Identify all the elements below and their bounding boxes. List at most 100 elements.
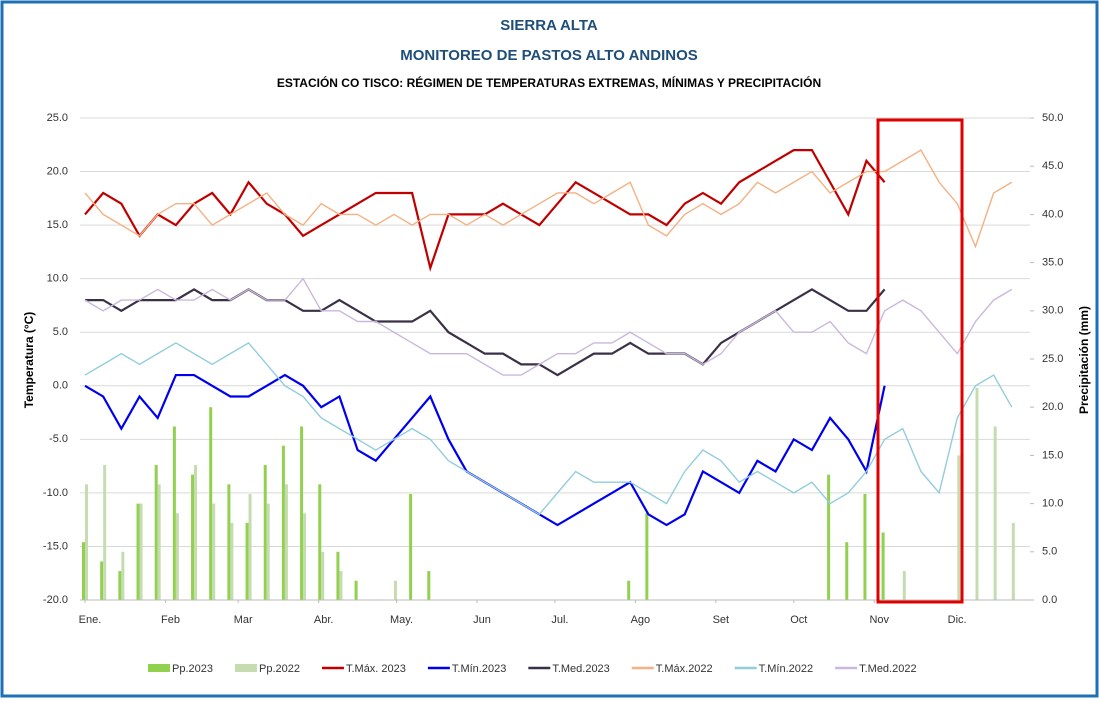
precip-bar: [993, 426, 997, 600]
y-tick-label: 10.0: [47, 273, 68, 285]
y2-tick-label: 5.0: [1042, 546, 1057, 558]
precip-bar: [227, 484, 231, 600]
precip-bar: [427, 571, 431, 600]
precip-bar: [209, 407, 213, 600]
precip-bar: [975, 387, 979, 600]
precip-bar: [82, 542, 85, 600]
y-tick-label: 5.0: [53, 326, 68, 338]
precip-bar: [266, 503, 270, 600]
precip-bar: [194, 465, 198, 600]
precip-bar: [284, 484, 288, 600]
temp-line: [84, 277, 1013, 376]
y-axis-label: Temperatura (°C): [22, 312, 36, 409]
precip-bar: [263, 465, 267, 600]
precip-bar: [902, 571, 906, 600]
precip-bar: [281, 445, 285, 600]
precip-bar: [230, 522, 234, 600]
x-tick-label: Ago: [631, 614, 651, 626]
chart-subtitle: MONITOREO DE PASTOS ALTO ANDINOS: [400, 47, 698, 64]
y-tick-label: 15.0: [47, 219, 68, 231]
y2-tick-label: 10.0: [1042, 498, 1063, 510]
legend: Pp.2023 Pp.2022 T.Máx. 2023 T.Mín.2023 T.Med…: [148, 663, 917, 675]
x-tick-label: Set: [713, 614, 730, 626]
legend-label: T.Med.2023: [552, 663, 609, 675]
legend-swatch: [234, 664, 257, 672]
x-tick-label: Abr.: [314, 614, 334, 626]
y-tick-label: -15.0: [43, 540, 68, 552]
precip-bar: [1011, 522, 1015, 600]
precip-bar: [339, 571, 343, 600]
legend-label: T.Med.2022: [859, 663, 916, 675]
x-tick-label: Feb: [161, 614, 180, 626]
precip-bar: [321, 551, 325, 600]
x-tick-label: Jun: [473, 614, 491, 626]
precip-bar: [100, 561, 104, 600]
y2-tick-label: 50.0: [1042, 112, 1063, 124]
y-tick-label: 25.0: [47, 112, 68, 124]
precip-bar: [154, 465, 158, 600]
y2-tick-label: 30.0: [1042, 305, 1063, 317]
chart-caption: ESTACIÓN CO TISCO: RÉGIMEN DE TEMPERATUR…: [277, 75, 821, 90]
legend-label: Pp.2023: [172, 663, 213, 675]
highlight-box: [876, 118, 964, 604]
y2-tick-label: 0.0: [1042, 594, 1057, 606]
precip-bar: [827, 474, 831, 600]
x-tick-label: Ene.: [79, 614, 102, 626]
precip-bar: [157, 484, 161, 600]
precip-bar: [627, 580, 631, 600]
x-tick-label: Nov: [869, 614, 889, 626]
y-tick-label: -20.0: [43, 594, 68, 606]
precip-bar: [245, 522, 249, 600]
legend-label: T.Máx.2022: [656, 663, 713, 675]
chart-title: SIERRA ALTA: [500, 17, 598, 34]
temp-line: [84, 149, 1013, 249]
x-tick-label: Dic.: [948, 614, 967, 626]
y2-tick-label: 35.0: [1042, 257, 1063, 269]
y2-tick-label: 25.0: [1042, 353, 1063, 365]
y2-tick-label: 15.0: [1042, 449, 1063, 461]
x-tick-label: Mar: [234, 614, 253, 626]
legend-label: Pp.2022: [259, 663, 300, 675]
precip-bar: [318, 484, 322, 600]
precip-bar: [354, 580, 358, 600]
precip-bar: [212, 503, 216, 600]
precip-bar: [881, 532, 885, 600]
precip-bar: [303, 513, 307, 600]
legend-label: T.Mín.2022: [759, 663, 813, 675]
y-tick-label: 20.0: [47, 165, 68, 177]
y2-axis-label: Precipitación (mm): [1077, 306, 1091, 414]
precip-bar: [103, 465, 107, 600]
precip-bar: [645, 513, 649, 600]
legend-label: T.Máx. 2023: [346, 663, 406, 675]
precip-bar: [845, 542, 849, 600]
precip-bar: [139, 503, 143, 600]
precip-bar: [191, 474, 195, 600]
legend-swatch: [148, 664, 170, 672]
temp-line: [84, 342, 1013, 516]
y-tick-label: 0.0: [53, 380, 68, 392]
x-tick-label: Jul.: [551, 614, 568, 626]
precip-bar: [136, 503, 140, 600]
precip-bar: [957, 455, 961, 600]
y-tick-label: -5.0: [49, 433, 68, 445]
precip-bar: [863, 493, 867, 600]
precip-bar: [248, 493, 252, 600]
precip-bar: [409, 493, 413, 600]
precip-bar: [118, 571, 122, 600]
precip-bar: [175, 513, 179, 600]
precip-bar: [172, 426, 176, 600]
precip-bar: [300, 426, 304, 600]
x-tick-label: May.: [390, 614, 413, 626]
y-tick-label: -10.0: [43, 487, 68, 499]
y2-tick-label: 20.0: [1042, 401, 1063, 413]
y2-tick-label: 40.0: [1042, 208, 1063, 220]
y2-tick-label: 45.0: [1042, 160, 1063, 172]
legend-label: T.Mín.2023: [452, 663, 506, 675]
precip-bar: [85, 484, 88, 600]
plot-area: -20.0 -15.0 -10.0 -5.0 0.0 5.0 10.0 15.0 20.0 25.…: [43, 112, 1064, 626]
x-tick-label: Oct: [790, 614, 807, 626]
precip-bar: [336, 551, 340, 600]
precip-bar: [121, 551, 125, 600]
precip-bar: [393, 580, 397, 600]
